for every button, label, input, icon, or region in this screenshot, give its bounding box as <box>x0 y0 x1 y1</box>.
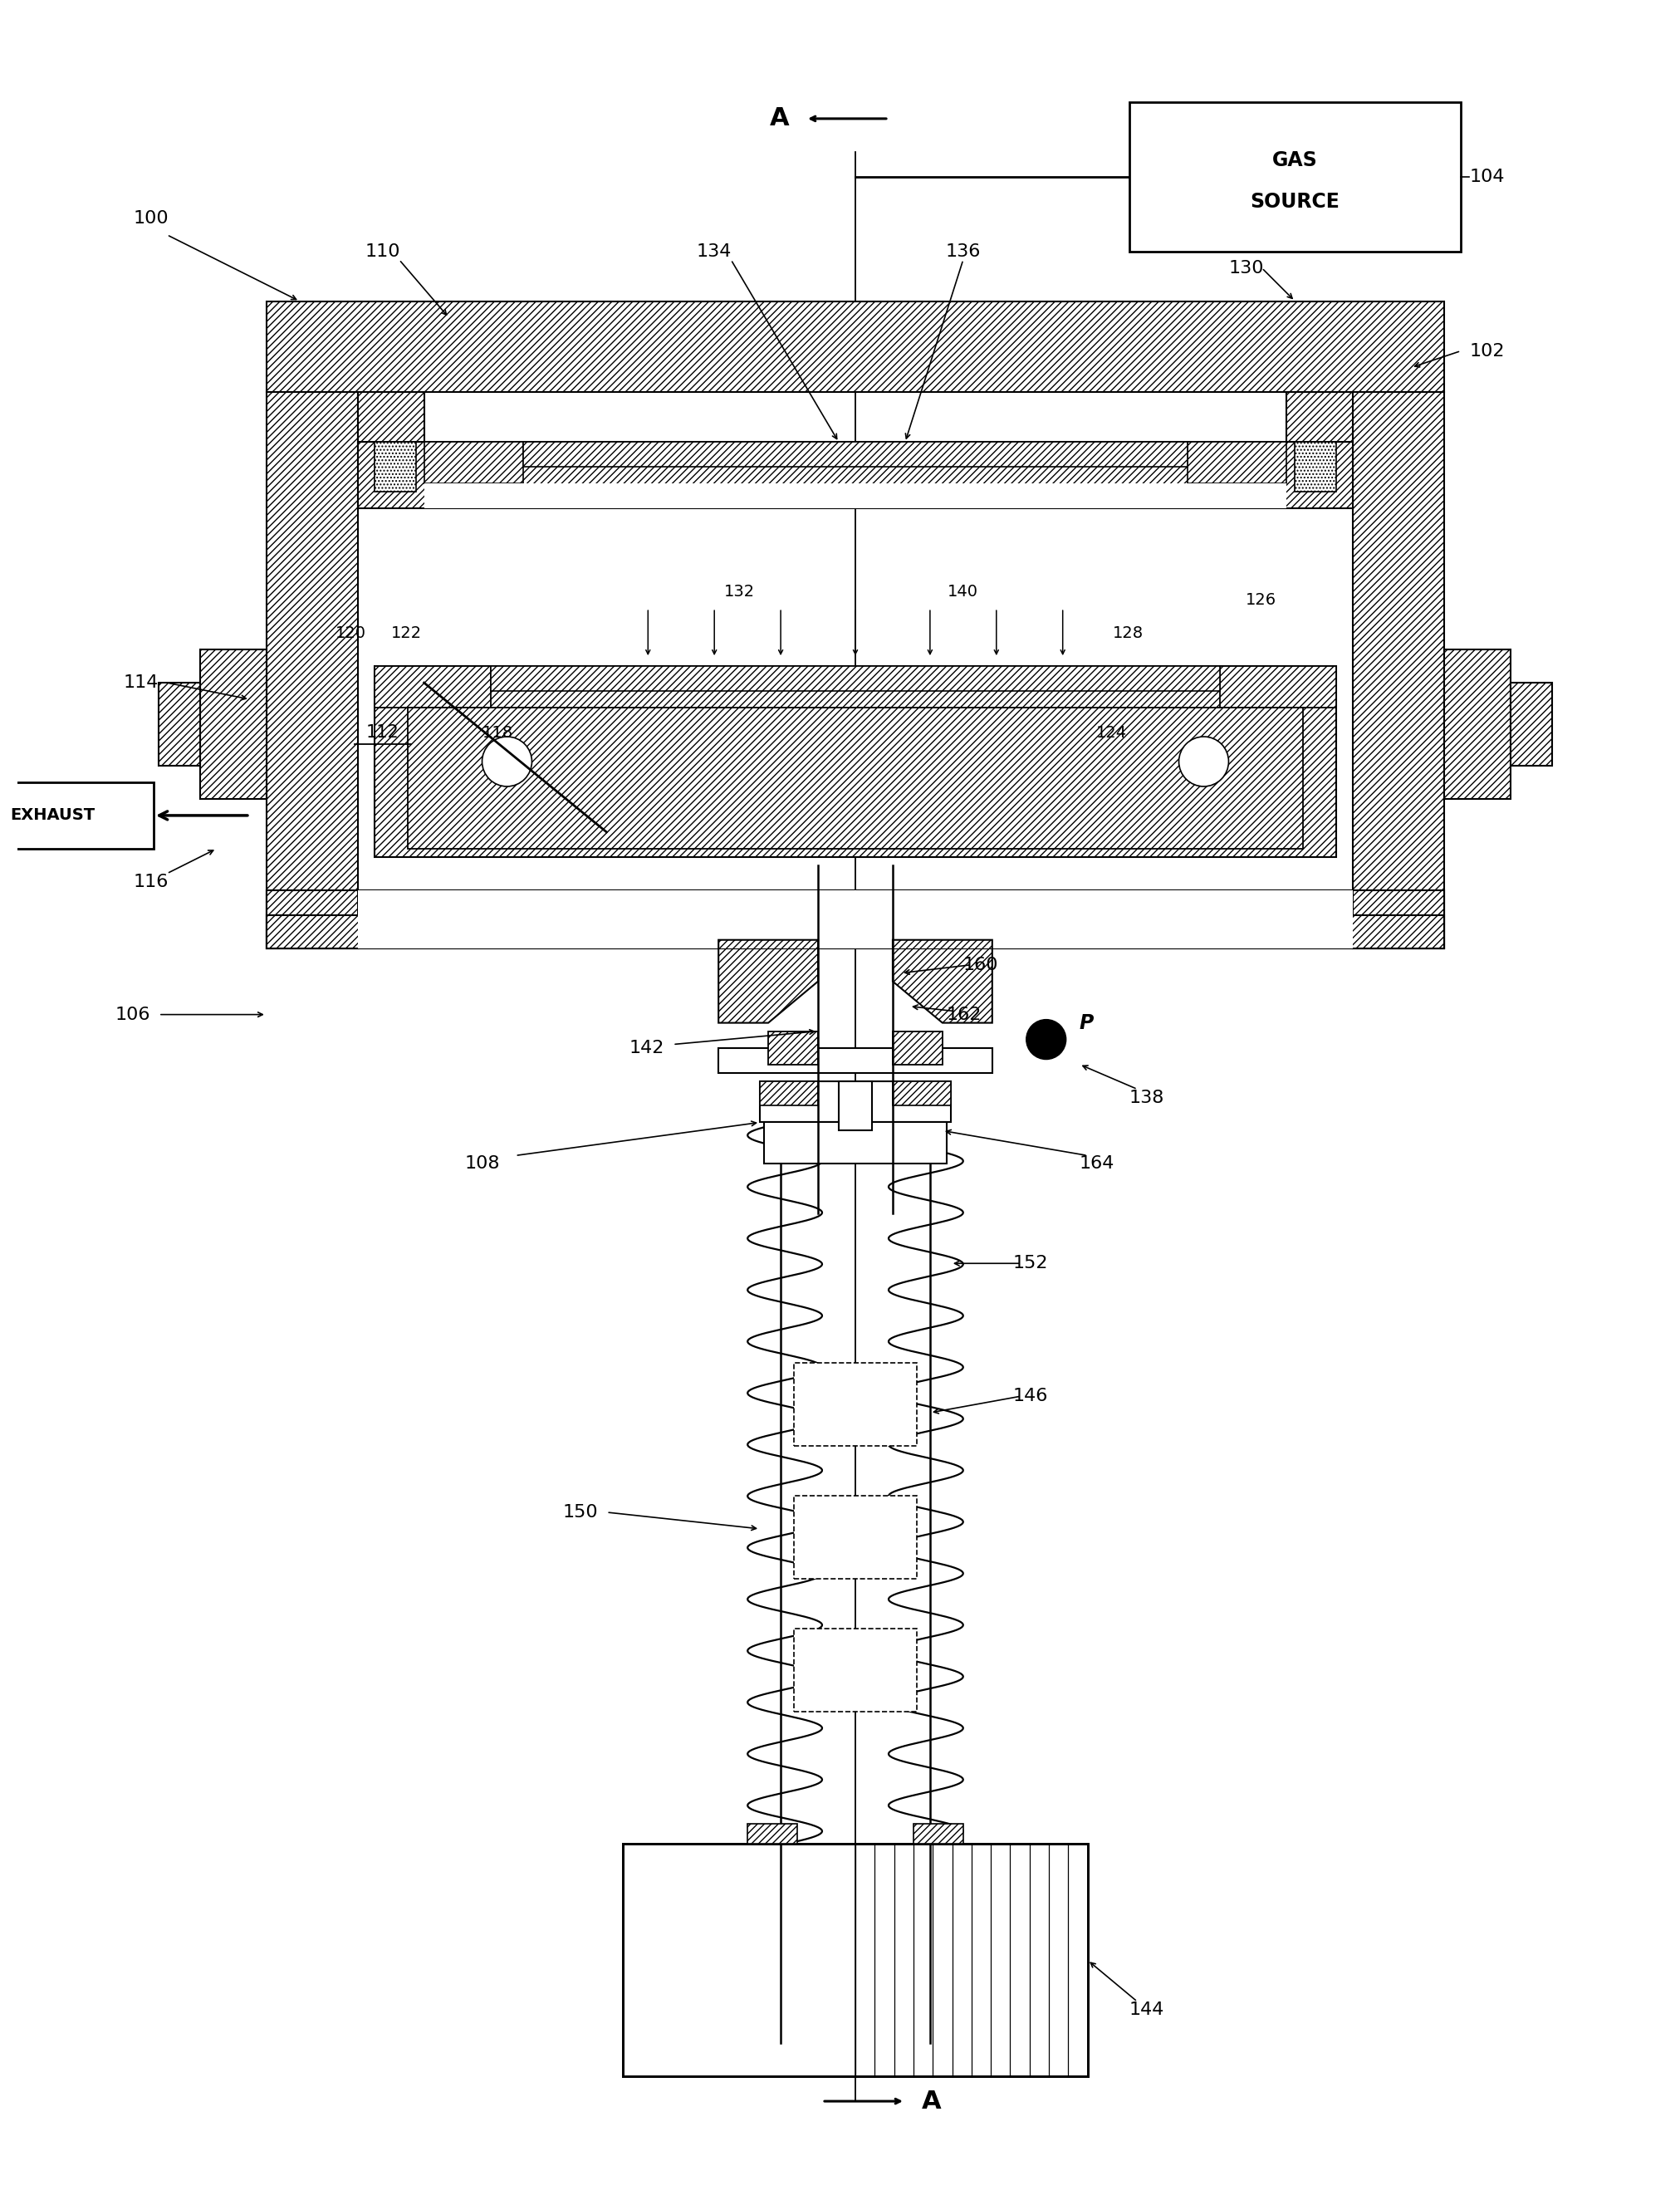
Circle shape <box>1026 1018 1067 1060</box>
Bar <box>423 441 524 483</box>
Bar <box>1220 665 1337 707</box>
Bar <box>358 441 1352 509</box>
Text: 108: 108 <box>464 1155 499 1172</box>
Text: GAS: GAS <box>1272 149 1317 169</box>
Bar <box>1129 103 1462 252</box>
Text: 162: 162 <box>946 1005 981 1023</box>
Text: 160: 160 <box>963 957 998 972</box>
Bar <box>1510 683 1552 766</box>
Bar <box>267 891 358 948</box>
Bar <box>267 393 358 948</box>
Bar <box>491 665 1220 691</box>
Text: 134: 134 <box>697 244 732 259</box>
Bar <box>158 683 200 766</box>
Bar <box>267 915 1445 948</box>
Bar <box>423 483 1287 509</box>
Bar <box>914 1824 963 1844</box>
Bar <box>795 1629 917 1712</box>
Text: 150: 150 <box>563 1504 598 1521</box>
Bar <box>623 1844 855 2076</box>
Text: 144: 144 <box>1129 2002 1164 2017</box>
Bar <box>408 707 1304 849</box>
Text: 136: 136 <box>946 244 981 259</box>
Bar <box>267 301 1445 393</box>
Text: 164: 164 <box>1079 1155 1114 1172</box>
Bar <box>267 891 1445 948</box>
Text: 152: 152 <box>1013 1256 1048 1271</box>
Text: 124: 124 <box>1095 724 1127 740</box>
Text: EXHAUST: EXHAUST <box>10 808 94 823</box>
Text: 128: 128 <box>1112 626 1144 641</box>
Text: 110: 110 <box>365 244 400 259</box>
Text: P: P <box>1079 1012 1094 1034</box>
Bar <box>375 665 491 707</box>
Bar <box>892 1080 951 1106</box>
Bar <box>375 441 415 492</box>
Text: 118: 118 <box>482 724 512 740</box>
Bar <box>408 707 1304 849</box>
Text: 102: 102 <box>1470 342 1505 360</box>
Text: 126: 126 <box>1245 593 1277 608</box>
Text: 140: 140 <box>948 584 978 599</box>
Text: 116: 116 <box>134 874 170 891</box>
Bar <box>892 1032 942 1065</box>
Text: 130: 130 <box>1228 259 1263 277</box>
Text: 100: 100 <box>134 211 170 226</box>
Bar <box>759 1080 818 1106</box>
Bar <box>1352 393 1445 948</box>
Bar <box>795 1363 917 1447</box>
Bar <box>759 1080 951 1122</box>
Bar <box>1287 393 1352 441</box>
Bar <box>764 1122 946 1163</box>
Text: 142: 142 <box>630 1040 665 1056</box>
Circle shape <box>1179 738 1228 786</box>
Bar <box>358 891 1352 948</box>
Bar <box>1295 441 1337 492</box>
Bar <box>795 1495 917 1578</box>
Text: A: A <box>922 2090 941 2114</box>
Bar <box>719 1047 993 1073</box>
Text: 114: 114 <box>123 674 158 691</box>
Text: 106: 106 <box>114 1005 150 1023</box>
Circle shape <box>482 738 533 786</box>
Bar <box>375 665 1337 856</box>
Text: 132: 132 <box>724 584 754 599</box>
Text: 104: 104 <box>1470 169 1505 184</box>
Text: 146: 146 <box>1013 1387 1048 1405</box>
Bar <box>0 781 153 849</box>
Bar <box>1352 891 1445 948</box>
Bar <box>200 650 267 799</box>
Bar <box>358 393 423 441</box>
Text: 112: 112 <box>366 724 400 742</box>
Text: A: A <box>769 108 790 132</box>
Bar <box>1188 441 1287 483</box>
Bar <box>524 441 1188 468</box>
Bar <box>748 1824 798 1844</box>
Text: SOURCE: SOURCE <box>1250 191 1339 211</box>
Bar <box>838 1080 872 1130</box>
Bar <box>1445 650 1510 799</box>
Text: 120: 120 <box>336 626 366 641</box>
Bar <box>623 1844 1087 2076</box>
Text: 122: 122 <box>391 626 422 641</box>
Bar <box>768 1032 818 1065</box>
Text: 138: 138 <box>1129 1089 1164 1106</box>
